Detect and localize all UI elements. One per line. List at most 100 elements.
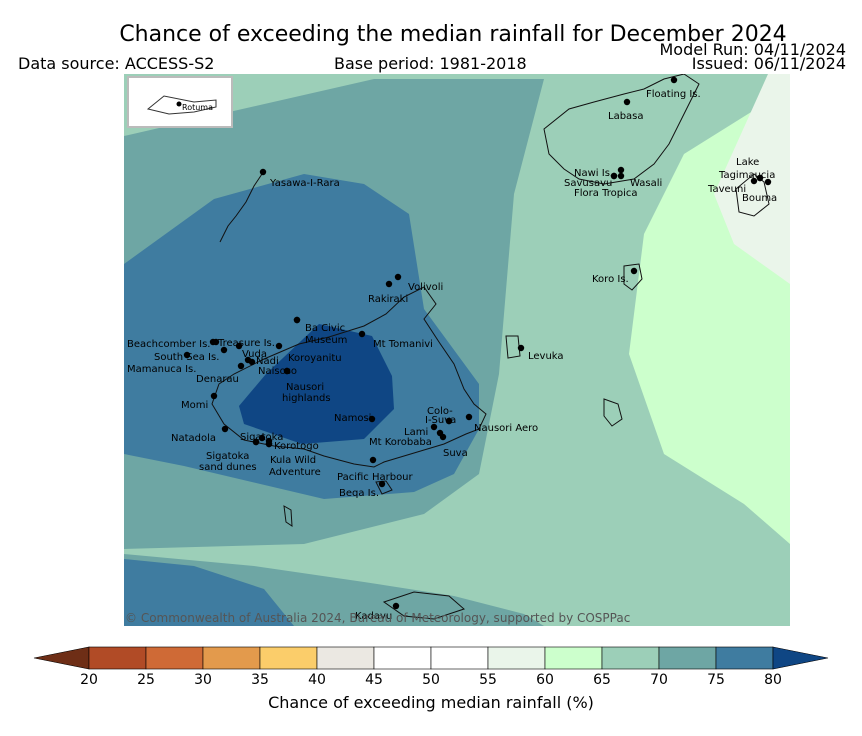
place-label: Nawi Is. <box>574 168 613 179</box>
place-label: Beachcomber Is. <box>127 339 210 350</box>
place-label: Sigatoka <box>240 432 283 443</box>
place-marker <box>258 434 266 442</box>
colorbar-cell <box>658 646 717 670</box>
colorbar-tick: 30 <box>194 672 212 688</box>
place-marker <box>220 346 228 354</box>
colorbar-cell <box>88 646 147 670</box>
place-marker <box>617 172 625 180</box>
place-marker <box>183 351 191 359</box>
place-label: Treasure Is. <box>217 338 275 349</box>
place-label: sand dunes <box>199 462 257 473</box>
model-run: Model Run: 04/11/2024 <box>659 40 847 59</box>
kadavu-coast <box>382 591 465 620</box>
place-marker <box>369 456 377 464</box>
vanua-levu-coast <box>543 74 700 185</box>
place-marker <box>445 417 453 425</box>
place-label: Floating Is. <box>646 89 701 100</box>
contour-75-80 <box>124 174 479 499</box>
place-marker <box>210 392 218 400</box>
base-period: Base period: 1981-2018 <box>334 54 527 73</box>
colorbar-tick: 40 <box>308 672 326 688</box>
place-marker <box>630 267 638 275</box>
colorbar-cells <box>33 646 829 670</box>
colorbar <box>33 646 829 670</box>
place-label: Mt Tomanivi <box>373 339 433 350</box>
place-label: Museum <box>305 335 347 346</box>
rotuma-label: Rotuma <box>182 103 213 112</box>
place-label: Naisoso <box>258 366 297 377</box>
place-marker <box>385 280 393 288</box>
place-label: Lami <box>404 427 428 438</box>
colorbar-cell <box>202 646 261 670</box>
place-label: Lake <box>736 157 759 168</box>
place-marker <box>764 178 772 186</box>
colorbar-tick: 25 <box>137 672 155 688</box>
colorbar-tick: 75 <box>707 672 725 688</box>
contour-75-80-south <box>124 559 294 626</box>
place-marker <box>221 425 229 433</box>
colorbar-tick: 20 <box>80 672 98 688</box>
colorbar-ticks: 20 25 30 35 40 45 50 55 60 65 70 75 80 <box>0 672 862 690</box>
colorbar-cell <box>544 646 603 670</box>
contour-80-plus <box>239 324 394 444</box>
colorbar-arrow-high <box>772 646 829 670</box>
place-label: Labasa <box>608 111 644 122</box>
colorbar-tick: 65 <box>593 672 611 688</box>
place-marker <box>358 330 366 338</box>
vatulele-coast <box>283 505 293 527</box>
issued-date: Issued: 06/11/2024 <box>691 54 846 73</box>
place-label: Namosi <box>334 413 371 424</box>
place-label: Rakiraki <box>368 294 408 305</box>
place-marker <box>378 480 386 488</box>
place-label: Beqa Is. <box>339 488 379 499</box>
place-label: Ba Civic <box>305 323 345 334</box>
place-marker <box>235 342 243 350</box>
place-label: Volivoli <box>408 282 443 293</box>
place-marker <box>265 440 273 448</box>
place-marker <box>259 168 267 176</box>
colorbar-cell <box>601 646 660 670</box>
place-marker <box>293 316 301 324</box>
place-label: Momi <box>181 400 208 411</box>
place-label: Koroyanitu <box>288 353 342 364</box>
place-label: Colo- <box>427 406 453 417</box>
rotuma-inset: Rotuma <box>127 76 233 128</box>
rainfall-map: Rotuma Floating Is.Labasa Nawi Is.Savusav… <box>124 74 790 626</box>
yasawa-chain <box>219 173 263 243</box>
place-label: Koro Is. <box>592 274 629 285</box>
place-label: Nausori Aero <box>474 423 538 434</box>
place-label: Natadola <box>171 433 216 444</box>
colorbar-cell <box>316 646 375 670</box>
place-marker <box>670 76 678 84</box>
place-label: Savusavu <box>564 178 612 189</box>
place-marker <box>517 344 525 352</box>
gau-coast <box>603 398 623 427</box>
place-marker <box>248 358 256 366</box>
place-label: Korotogo <box>274 441 319 452</box>
place-marker <box>610 172 618 180</box>
taveuni-coast <box>735 173 770 217</box>
place-label: Kula Wild <box>270 455 316 466</box>
colorbar-cell <box>145 646 204 670</box>
colorbar-tick: 60 <box>536 672 554 688</box>
place-label: Pacific Harbour <box>337 472 414 483</box>
place-label: highlands <box>282 393 331 404</box>
place-label: Vuda <box>242 349 267 360</box>
contour-fills <box>124 74 790 626</box>
colorbar-cell <box>430 646 489 670</box>
place-marker <box>750 177 758 185</box>
place-label: Flora Tropica <box>574 188 637 199</box>
place-label: Tagimaucia <box>718 170 775 181</box>
ovalau-coast <box>505 335 521 359</box>
colorbar-tick: 35 <box>251 672 269 688</box>
copyright-notice: © Commonwealth of Australia 2024, Bureau… <box>125 611 630 625</box>
map-title: Chance of exceeding the median rainfall … <box>119 22 787 47</box>
place-marker <box>275 342 283 350</box>
place-label: I-Suva <box>425 415 456 426</box>
colorbar-tick: 50 <box>422 672 440 688</box>
place-label: Adventure <box>269 467 321 478</box>
place-label: Levuka <box>528 351 564 362</box>
colorbar-tick: 70 <box>650 672 668 688</box>
colorbar-cell <box>373 646 432 670</box>
place-marker <box>394 273 402 281</box>
